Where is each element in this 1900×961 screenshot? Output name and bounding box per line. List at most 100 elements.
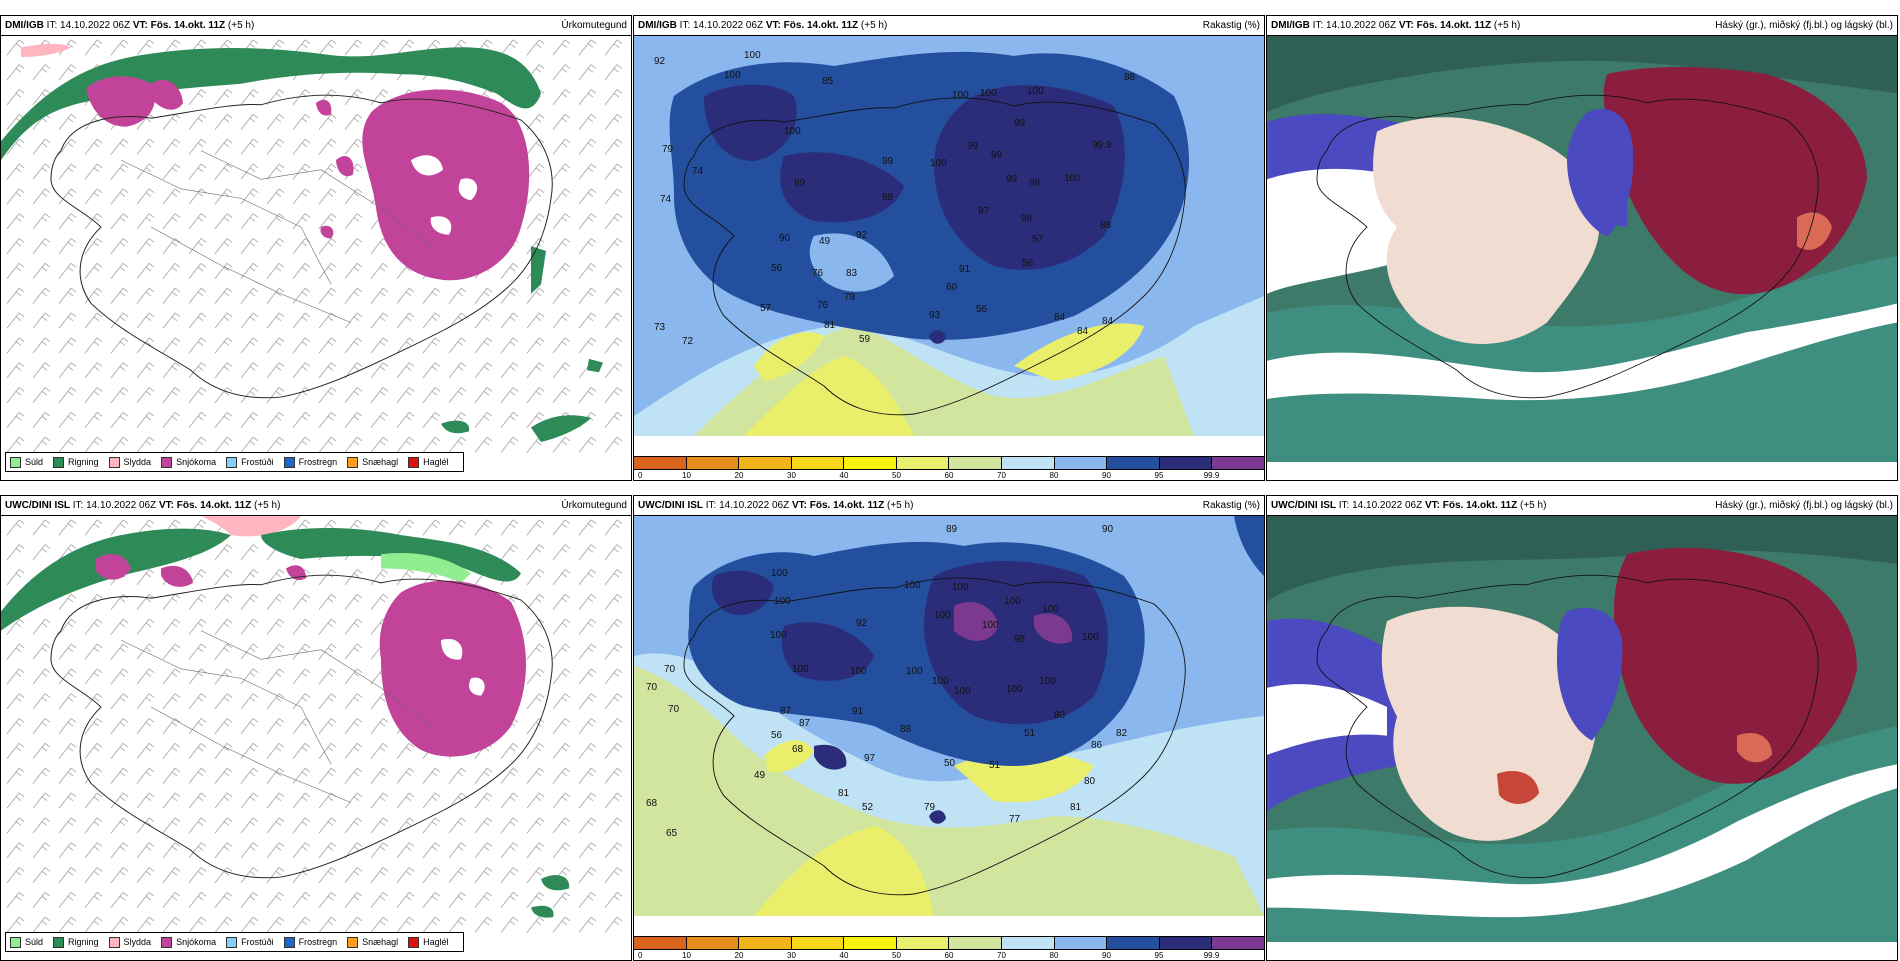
humidity-value-label: 84: [1077, 326, 1089, 337]
colorbar-tick-label: 20: [734, 471, 744, 480]
legend-item: Frostúði: [226, 456, 274, 468]
humidity-value-label: 97: [978, 206, 990, 217]
panel-header: UWC/DINI ISL IT: 14.10.2022 06Z VT: Fös.…: [1, 496, 631, 516]
legend-item: Snæhagl: [347, 936, 398, 948]
humidity-value-label: 90: [1102, 524, 1114, 535]
humidity-value-label: 99: [882, 156, 894, 167]
colorbar-tick-label: 50: [892, 471, 901, 480]
humidity-colorbar: 0 10 20 30 40 50 60 70 80 90 95 99.9: [634, 934, 1264, 960]
humidity-value-label: 91: [852, 706, 864, 717]
humidity-value-label: 100: [932, 676, 949, 687]
colorbar-cell: [686, 937, 740, 949]
colorbar-tick-label: 70: [997, 951, 1006, 960]
humidity-value-label: 85: [822, 76, 834, 87]
panel-title: Úrkomutegund: [561, 20, 627, 31]
humidity-value-label: 50: [944, 758, 956, 769]
humidity-value-label: 100: [1027, 86, 1044, 97]
humidity-value-label: 100: [980, 88, 997, 99]
humidity-value-label: 81: [838, 788, 850, 799]
humidity-value-label: 100: [906, 666, 923, 677]
colorbar-tick-label: 30: [787, 951, 796, 960]
colorbar-ticks: 0 10 20 30 40 50 60 70 80 90 95 99.9: [634, 951, 1264, 960]
colorbar-cell: [1054, 457, 1108, 469]
humidity-value-label: 99: [967, 141, 979, 152]
humidity-value-label: 100: [1082, 632, 1099, 643]
clouds-map: [1267, 516, 1897, 942]
precip-type-map: [1, 516, 631, 942]
colorbar-cell: [1159, 937, 1213, 949]
humidity-map: 89 90 100 100 100 100 100 100 100 100 100 100 98 100 1…: [634, 516, 1264, 916]
panel-humidity-uwc: UWC/DINI ISL IT: 14.10.2022 06Z VT: Fös.…: [633, 495, 1265, 961]
humidity-value-label: 90: [779, 233, 791, 244]
legend-item: Frostregn: [283, 456, 337, 468]
panel-title: Úrkomutegund: [561, 500, 627, 511]
humidity-value-label: 100: [930, 158, 947, 169]
colorbar-tick-label: 20: [734, 951, 744, 960]
humidity-value-label: 100: [850, 666, 867, 677]
humidity-value-label: 93: [929, 310, 941, 321]
humidity-value-label: 99: [991, 150, 1003, 161]
model-source: UWC/DINI ISL: [5, 500, 70, 511]
colorbar-cell: [1212, 457, 1264, 469]
panel-precip-type-dmi: DMI/IGB IT: 14.10.2022 06Z VT: Fös. 14.o…: [0, 15, 632, 481]
humidity-value-label: 52: [862, 802, 874, 813]
colorbar-tick-label: 90: [1102, 471, 1111, 480]
legend-item: Slydda: [108, 456, 151, 468]
humidity-value-label: 74: [692, 166, 704, 177]
humidity-value-label: 99: [1006, 174, 1018, 185]
humidity-value-label: 82: [1116, 728, 1128, 739]
humidity-value-label: 56: [976, 304, 988, 315]
legend-item: Súld: [10, 936, 43, 948]
colorbar-cell: [1054, 937, 1108, 949]
humidity-value-label: 70: [646, 682, 658, 693]
humidity-map: 92 100 100 85 79 74 74 100 99 99 98 100 100 100 99 99 99…: [634, 36, 1264, 436]
colorbar-tick-label: 50: [892, 951, 901, 960]
humidity-value-label: 49: [819, 236, 831, 247]
clouds-map: [1267, 36, 1897, 462]
humidity-value-label: 87: [780, 706, 792, 717]
humidity-value-label: 57: [1032, 234, 1044, 245]
humidity-value-label: 98: [1029, 178, 1041, 189]
colorbar-cell: [949, 457, 1003, 469]
humidity-value-label: 60: [946, 282, 958, 293]
humidity-value-label: 84: [1102, 316, 1114, 327]
colorbar-cell: [1212, 937, 1264, 949]
colorbar-tick-label: 40: [839, 951, 849, 960]
legend-item: Rigning: [53, 456, 99, 468]
panel-humidity-dmi: DMI/IGB IT: 14.10.2022 06Z VT: Fös. 14.o…: [633, 15, 1265, 481]
legend-item: Frostúði: [226, 936, 274, 948]
model-source: DMI/IGB: [5, 20, 44, 31]
panel-title: Rakastig (%): [1202, 20, 1260, 31]
colorbar-tick-label: 99.9: [1203, 951, 1220, 960]
colorbar-tick-label: 99.9: [1203, 471, 1220, 480]
humidity-value-label: 99: [794, 178, 806, 189]
panel-header: DMI/IGB IT: 14.10.2022 06Z VT: Fös. 14.o…: [1267, 16, 1897, 36]
legend-item: Haglél: [408, 456, 449, 468]
humidity-value-label: 100: [744, 50, 761, 61]
humidity-value-label: 84: [1054, 312, 1066, 323]
humidity-value-label: 100: [784, 126, 801, 137]
humidity-value-label: 57: [760, 303, 772, 314]
humidity-value-label: 100: [770, 630, 787, 641]
colorbar-cell: [844, 937, 897, 949]
colorbar-tick-label: 10: [682, 471, 691, 480]
humidity-value-label: 100: [724, 70, 741, 81]
colorbar-tick-label: 30: [787, 471, 796, 480]
colorbar-cells: [634, 936, 1264, 950]
humidity-value-label: 99.9: [1092, 140, 1112, 151]
colorbar-cell: [896, 937, 950, 949]
colorbar-tick-label: 0: [638, 471, 643, 480]
humidity-value-label: 98: [1014, 634, 1026, 645]
humidity-value-label: 91: [959, 264, 971, 275]
humidity-value-label: 100: [982, 620, 999, 631]
colorbar-tick-label: 60: [944, 951, 954, 960]
colorbar-cell: [634, 457, 687, 469]
legend-item: Haglél: [408, 936, 449, 948]
humidity-value-label: 100: [904, 580, 921, 591]
colorbar-tick-label: 60: [944, 471, 954, 480]
panel-header: UWC/DINI ISL IT: 14.10.2022 06Z VT: Fös.…: [634, 496, 1264, 516]
colorbar-cell: [1159, 457, 1213, 469]
colorbar-cell: [739, 937, 792, 949]
humidity-value-label: 100: [952, 582, 969, 593]
humidity-value-label: 100: [792, 664, 809, 675]
